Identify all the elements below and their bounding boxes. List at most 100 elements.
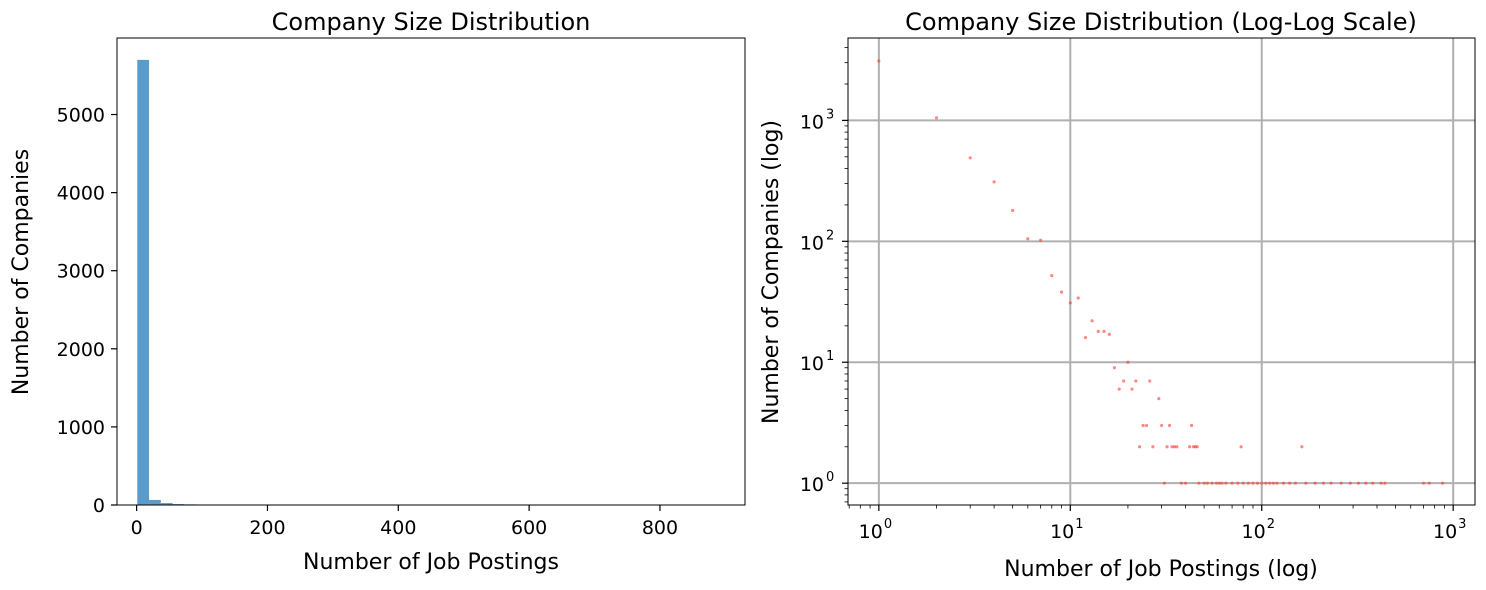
loglog-y-tick-exponent: 1 (826, 349, 834, 364)
loglog-point (1329, 481, 1333, 485)
histogram-x-tick-label: 0 (131, 517, 143, 539)
loglog-y-tick-label: 10 (800, 111, 824, 133)
loglog-x-label: Number of Job Postings (log) (1004, 557, 1318, 582)
loglog-point (1214, 481, 1219, 485)
loglog-point (1251, 481, 1255, 485)
loglog-point (1246, 481, 1250, 485)
loglog-point (1197, 481, 1201, 485)
histogram-y-ticks: 0 1000 2000 3000 4000 5000 (57, 105, 117, 517)
histogram-bar (137, 59, 150, 506)
loglog-point (1102, 329, 1106, 333)
loglog-x-tick-exponent: 0 (884, 517, 892, 532)
loglog-frame (847, 37, 1476, 506)
loglog-point (1126, 360, 1130, 364)
loglog-point (1167, 423, 1172, 428)
loglog-point (1090, 319, 1094, 323)
loglog-x-tick-exponent: 2 (1267, 517, 1275, 532)
histogram-bars (137, 59, 727, 506)
loglog-y-tick-label: 10 (800, 353, 824, 375)
histogram-x-tick-label: 600 (511, 517, 547, 539)
loglog-x-tick-label: 10 (1050, 521, 1074, 543)
histogram-title: Company Size Distribution (272, 8, 591, 36)
loglog-point (1281, 481, 1286, 485)
loglog-point (1172, 445, 1177, 449)
loglog-point (1117, 387, 1121, 391)
loglog-y-tick-label: 10 (800, 232, 824, 254)
loglog-point (1165, 445, 1169, 449)
loglog-point (1059, 290, 1064, 294)
loglog-point (1321, 481, 1326, 485)
loglog-y-tick-label: 10 (800, 474, 824, 496)
loglog-point (1011, 208, 1015, 213)
loglog-point (1255, 481, 1260, 485)
loglog-point (1300, 445, 1304, 449)
loglog-point (1202, 481, 1206, 485)
loglog-x-tick-exponent: 1 (1075, 517, 1083, 532)
loglog-point (1241, 481, 1245, 485)
loglog-point (1096, 329, 1100, 333)
loglog-point (1288, 481, 1292, 485)
loglog-x-tick-label: 10 (1433, 521, 1457, 543)
loglog-point (1144, 423, 1149, 428)
loglog-point (1427, 481, 1431, 485)
loglog-point (1260, 481, 1264, 485)
loglog-point (1236, 481, 1240, 485)
loglog-point (1224, 481, 1228, 485)
loglog-point (934, 116, 939, 120)
loglog-point (1195, 445, 1199, 449)
loglog-y-tick-exponent: 2 (826, 228, 834, 243)
loglog-point (1137, 445, 1142, 449)
loglog-x-tick-exponent: 3 (1458, 517, 1466, 532)
loglog-point (1083, 335, 1088, 340)
loglog-point (1026, 237, 1030, 241)
loglog-point (1379, 481, 1383, 485)
loglog-point (1348, 481, 1352, 485)
loglog-point (1313, 481, 1317, 485)
histogram-y-label: Number of Companies (9, 149, 34, 395)
loglog-point (1364, 481, 1368, 485)
histogram-y-tick-label: 4000 (57, 183, 105, 205)
loglog-point (1183, 481, 1188, 485)
histogram-frame (116, 37, 746, 506)
loglog-point (1205, 481, 1209, 485)
histogram-y-tick-label: 1000 (57, 417, 105, 439)
loglog-y-tick-exponent: 3 (826, 107, 834, 122)
loglog-point (1356, 481, 1361, 485)
loglog-point (1220, 481, 1224, 485)
loglog-grid (848, 38, 1475, 505)
loglog-point (1268, 481, 1272, 485)
loglog-point (1189, 423, 1194, 428)
loglog-point (1304, 481, 1308, 485)
histogram-chart: Company Size Distribution 0 200 400 600 800 … (9, 8, 746, 575)
loglog-point (1130, 387, 1134, 391)
loglog-x-tick-label: 10 (1242, 521, 1266, 543)
loglog-point (1271, 481, 1275, 485)
loglog-y-label: Number of Companies (log) (759, 120, 784, 424)
loglog-point (1141, 423, 1145, 428)
loglog-x-ticks: 10 0 10 1 10 2 10 3 (848, 505, 1466, 543)
histogram-y-tick-label: 0 (93, 495, 105, 517)
loglog-point (1179, 481, 1183, 485)
loglog-chart: Company Size Distribution (Log-Log Scale… (759, 8, 1476, 582)
histogram-x-tick-label: 200 (249, 517, 285, 539)
loglog-point (1230, 481, 1234, 485)
loglog-point (1421, 481, 1426, 485)
loglog-title: Company Size Distribution (Log-Log Scale… (905, 8, 1417, 36)
loglog-y-tick-exponent: 0 (826, 470, 834, 485)
loglog-point (1371, 481, 1375, 485)
histogram-x-label: Number of Job Postings (303, 550, 559, 575)
histogram-y-tick-label: 5000 (57, 105, 105, 127)
loglog-point (1440, 481, 1445, 485)
loglog-point (1175, 445, 1179, 449)
loglog-point (1134, 379, 1138, 383)
histogram-y-tick-label: 2000 (57, 339, 105, 361)
loglog-point (1162, 481, 1166, 485)
loglog-point (1151, 445, 1155, 449)
loglog-point (1039, 238, 1043, 242)
loglog-point (1122, 379, 1126, 383)
loglog-point (1170, 445, 1174, 449)
loglog-point (1339, 481, 1343, 485)
loglog-point (1217, 481, 1221, 485)
